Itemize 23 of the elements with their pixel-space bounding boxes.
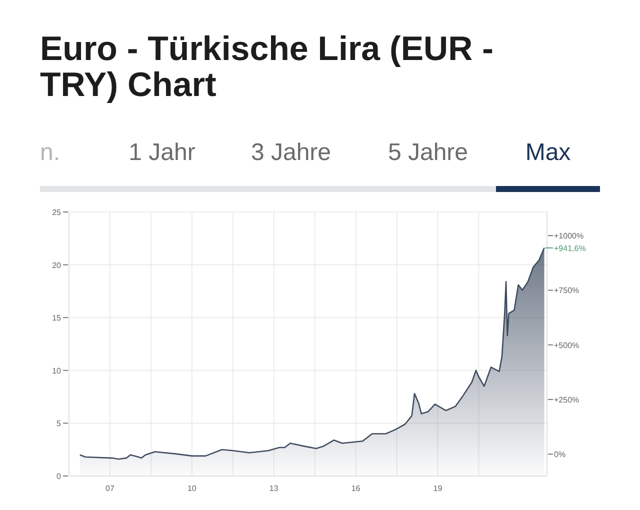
x-tick-label: 19 (433, 484, 443, 493)
text: 5 Jahre (388, 139, 468, 166)
text: Max (525, 139, 571, 166)
x-tick-label: 16 (351, 484, 361, 493)
y-tick-label: 20 (52, 260, 62, 270)
y-tick-label: 0 (56, 472, 62, 481)
text: 1 Jahr (128, 139, 196, 166)
y-tick-label: 15 (52, 314, 62, 323)
y2-tick-label: 0% (554, 450, 566, 460)
y-tick-label: 5 (56, 419, 62, 428)
x-tick-label: 13 (269, 484, 279, 493)
x-tick-label: 07 (106, 484, 115, 493)
y-tick-label: 25 (52, 208, 62, 217)
text: 3 Jahre (250, 139, 332, 166)
y2-tick-label: +500% (554, 340, 580, 350)
text: n. (40, 139, 60, 166)
y-tick-label: 10 (52, 366, 62, 376)
y2-tick-label: +1000% (554, 232, 584, 241)
y2-tick-label: +250% (554, 396, 580, 405)
x-tick-label: 10 (187, 484, 197, 493)
y2-tick-label: +750% (554, 286, 580, 296)
chart-title: Euro - Türkische Lira (EUR - TRY) Chart (40, 30, 494, 104)
annotation: +941,6% (554, 244, 586, 253)
